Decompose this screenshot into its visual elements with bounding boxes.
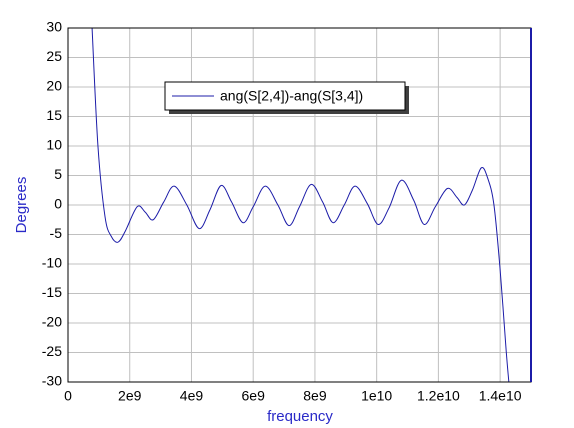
x-tick-label: 4e9 <box>180 388 204 404</box>
y-tick-label: 5 <box>54 166 62 182</box>
y-tick-label: -5 <box>50 225 63 241</box>
x-tick-label: 6e9 <box>242 388 266 404</box>
x-axis-label: frequency <box>267 408 333 425</box>
data-line <box>91 28 510 382</box>
legend-label: ang(S[2,4])-ang(S[3,4]) <box>220 88 363 104</box>
legend: ang(S[2,4])-ang(S[3,4]) <box>164 81 409 114</box>
y-tick-label: -10 <box>42 255 62 271</box>
x-tick-label: 1.2e10 <box>417 388 460 404</box>
y-tick-label: -25 <box>42 343 62 359</box>
y-tick-label: 25 <box>46 48 62 64</box>
y-axis-label: Degrees <box>13 177 30 234</box>
x-tick-label: 8e9 <box>303 388 327 404</box>
y-tick-label: -20 <box>42 314 62 330</box>
y-tick-label: 10 <box>46 137 62 153</box>
plot-area <box>91 28 510 382</box>
x-tick-label: 1e10 <box>361 388 392 404</box>
y-tick-label: 30 <box>46 19 62 35</box>
y-tick-label: 15 <box>46 107 62 123</box>
legend-box <box>164 81 406 111</box>
x-tick-label: 1.4e10 <box>479 388 522 404</box>
y-tick-label: -30 <box>42 373 62 389</box>
x-tick-label: 2e9 <box>118 388 142 404</box>
y-tick-label: 20 <box>46 78 62 94</box>
y-tick-label: -15 <box>42 284 62 300</box>
x-tick-label: 0 <box>64 388 72 404</box>
y-tick-label: 0 <box>54 196 62 212</box>
